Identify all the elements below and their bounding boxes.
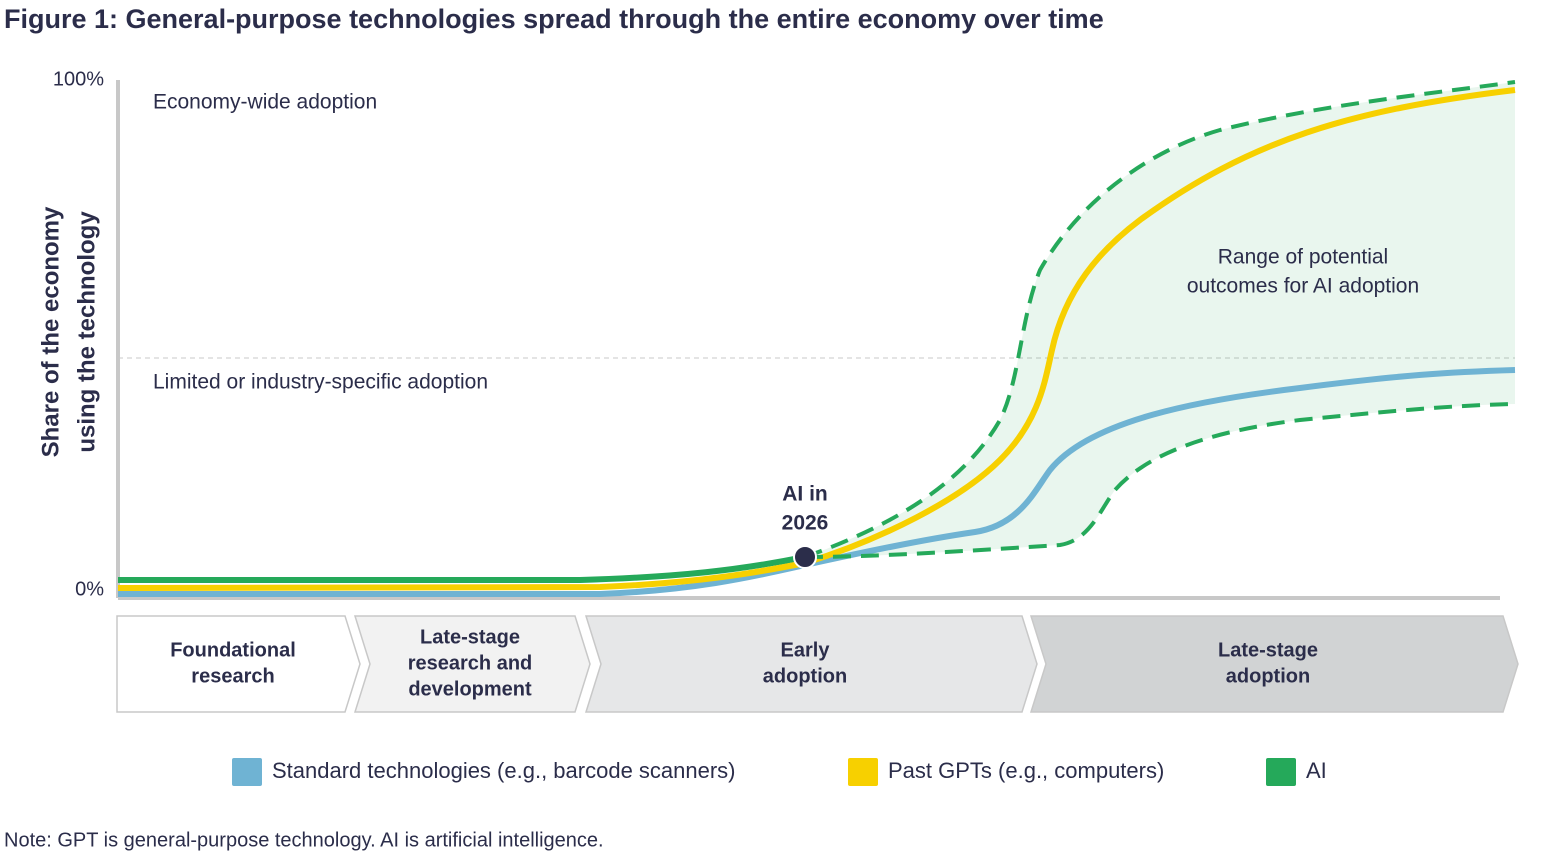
stage-label: research and [408,652,533,674]
ai-range [805,82,1515,557]
stage-label: Late-stage [1218,639,1318,661]
note: Note: GPT is general-purpose technology.… [4,829,604,851]
stage-label: development [408,678,532,700]
stage-shape [1029,615,1519,713]
stage-label: Foundational [170,639,296,661]
marker-label: AI in [782,483,828,506]
stage-label: adoption [1226,665,1310,687]
zone-label: Limited or industry-specific adoption [153,371,488,394]
marker-label: 2026 [782,512,829,535]
stage-label: research [191,665,274,687]
stage-label: Early [781,639,831,661]
legend-label: Standard technologies (e.g., barcode sca… [272,758,736,783]
legend-swatch [848,758,878,786]
gpt-curve [117,87,1516,591]
stage-shape [353,615,591,713]
legend-label: Past GPTs (e.g., computers) [888,758,1164,783]
legend-label: AI [1306,758,1327,783]
ai-2026-marker [793,545,817,569]
ai-upper [804,80,1516,559]
ai-curve [118,554,806,583]
stage-label: adoption [763,665,847,687]
stage-label: Late-stage [420,626,520,648]
y-tick-label: 100% [53,68,104,90]
ai-lower [804,402,1516,559]
zone-label: Economy-wide adoption [153,91,377,114]
stage-shape [116,615,361,713]
legend-swatch [1266,758,1296,786]
stage-shape [584,615,1038,713]
y-tick-label: 0% [75,578,104,600]
range-label: outcomes for AI adoption [1187,275,1419,298]
y-axis-label: Share of the economy [37,206,64,457]
legend-swatch [232,758,262,786]
y-axis-label: using the technology [73,211,100,453]
chart-title: Figure 1: General-purpose technologies s… [4,4,1104,34]
range-label: Range of potential [1218,246,1388,269]
